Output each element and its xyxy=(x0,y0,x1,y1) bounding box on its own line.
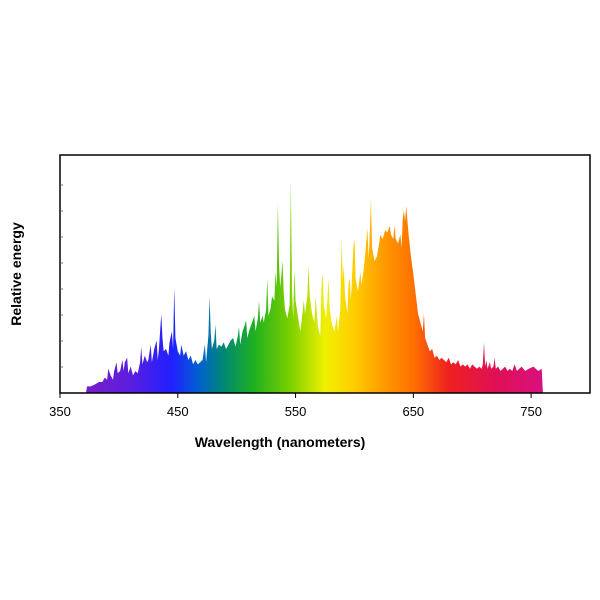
x-tick-label: 450 xyxy=(167,404,189,419)
x-tick-label: 650 xyxy=(402,404,424,419)
y-axis-ticks xyxy=(60,184,63,368)
y-axis-title: Relative energy xyxy=(8,222,24,326)
plot-area xyxy=(85,179,543,393)
spectrum-area xyxy=(85,179,543,393)
x-axis-ticks: 350 450 550 650 750 xyxy=(49,393,542,419)
x-tick-label: 350 xyxy=(49,404,71,419)
x-axis-title: Wavelength (nanometers) xyxy=(195,434,366,450)
x-tick-label: 550 xyxy=(285,404,307,419)
x-tick-label: 750 xyxy=(520,404,542,419)
plot-frame xyxy=(59,154,591,394)
